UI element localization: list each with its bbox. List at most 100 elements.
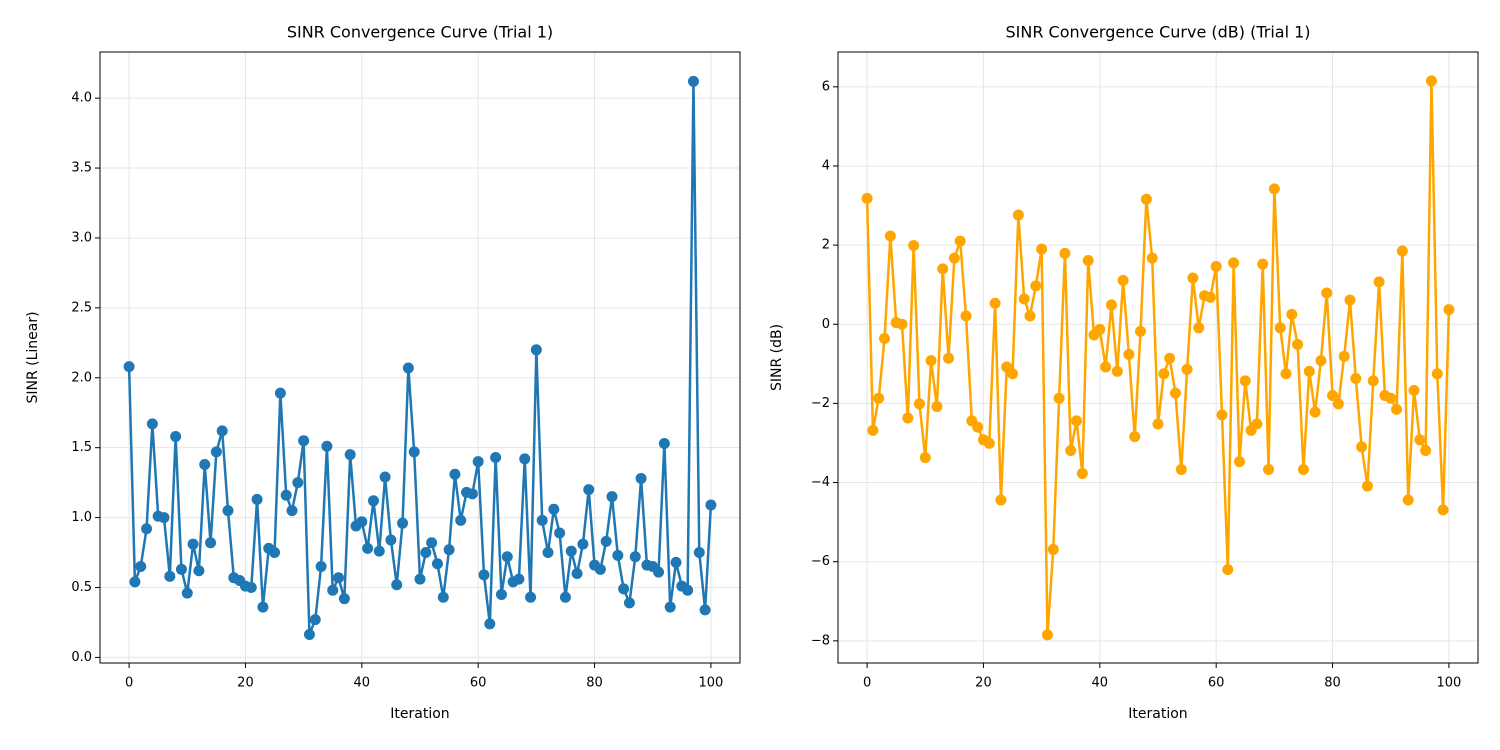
y-tick-label: 2.5 <box>71 300 92 315</box>
data-point <box>1152 418 1164 430</box>
data-point <box>879 333 891 345</box>
data-point <box>466 488 478 500</box>
data-point <box>1268 183 1280 195</box>
data-point <box>1146 252 1158 264</box>
data-point <box>1321 287 1333 299</box>
data-point <box>577 538 589 550</box>
data-point <box>1175 463 1187 475</box>
data-point <box>919 452 931 464</box>
data-point <box>1437 504 1449 516</box>
data-point <box>286 505 298 517</box>
data-point <box>1303 365 1315 377</box>
x-tick-label: 0 <box>125 676 133 691</box>
data-point <box>344 449 356 461</box>
data-point <box>629 551 641 563</box>
data-point <box>1082 255 1094 267</box>
data-point <box>693 547 705 559</box>
data-point <box>995 494 1007 506</box>
data-point <box>181 587 193 599</box>
data-point <box>948 252 960 264</box>
data-point <box>559 591 571 603</box>
y-tick-label: 0.0 <box>71 650 92 665</box>
data-point <box>1123 348 1135 360</box>
data-point <box>699 604 711 616</box>
data-point <box>525 591 537 603</box>
data-point <box>960 310 972 322</box>
axes-frame <box>99 51 741 664</box>
data-point <box>367 495 379 507</box>
data-point <box>1431 368 1443 380</box>
data-point <box>495 588 507 600</box>
data-point <box>210 446 222 458</box>
data-point <box>1361 480 1373 492</box>
data-point <box>414 573 426 585</box>
data-point <box>298 435 310 447</box>
data-point <box>925 355 937 367</box>
data-point <box>501 551 513 563</box>
data-point <box>490 451 502 463</box>
data-point <box>1263 463 1275 475</box>
data-point <box>1327 389 1339 401</box>
data-point <box>373 545 385 557</box>
data-point <box>571 568 583 580</box>
data-point <box>1396 245 1408 257</box>
y-tick-label: 2 <box>822 238 830 253</box>
y-tick-label: 6 <box>822 79 830 94</box>
data-point <box>199 458 211 470</box>
data-point <box>635 472 647 484</box>
data-point <box>1280 368 1292 380</box>
data-point <box>362 542 374 554</box>
data-point <box>861 192 873 204</box>
data-point <box>1169 387 1181 399</box>
data-point <box>983 437 995 449</box>
data-point <box>908 240 920 252</box>
data-point <box>280 489 292 501</box>
data-point <box>954 235 966 247</box>
data-point <box>472 456 484 468</box>
data-point <box>129 576 141 588</box>
data-point <box>658 437 670 449</box>
y-tick-label: 3.0 <box>71 230 92 245</box>
data-point <box>292 477 304 489</box>
data-point <box>402 362 414 374</box>
data-point <box>670 556 682 568</box>
data-point <box>1385 392 1397 404</box>
data-point <box>338 593 350 605</box>
data-point <box>583 484 595 496</box>
data-point <box>1443 304 1455 316</box>
data-point <box>612 549 624 561</box>
data-point <box>1344 294 1356 306</box>
data-point <box>972 421 984 433</box>
data-point <box>1350 372 1362 384</box>
subplot: 0 20 40 60 80 100 −8 −6 −4 −2 0 2 4 6 SINR Convergence… <box>769 23 1479 722</box>
data-point <box>1210 260 1222 272</box>
data-point <box>1216 409 1228 421</box>
data-point <box>1094 323 1106 335</box>
data-point <box>884 230 896 242</box>
data-point <box>1030 280 1042 292</box>
y-tick-label: −4 <box>811 475 830 490</box>
data-point <box>175 563 187 575</box>
data-point <box>1420 444 1432 456</box>
data-point <box>937 263 949 275</box>
data-point <box>1071 415 1083 427</box>
y-tick-label: 3.5 <box>71 161 92 176</box>
data-point <box>1036 243 1048 255</box>
data-point <box>1065 444 1077 456</box>
x-tick-label: 80 <box>1324 676 1341 691</box>
data-point <box>1117 274 1129 286</box>
data-point <box>164 570 176 582</box>
data-point <box>1286 308 1298 320</box>
data-point <box>193 565 205 577</box>
data-point <box>623 597 635 609</box>
y-tick-label: 0.5 <box>71 580 92 595</box>
y-tick-label: 1.0 <box>71 510 92 525</box>
data-point <box>536 514 548 526</box>
data-point <box>379 471 391 483</box>
data-point <box>1309 406 1321 418</box>
data-point <box>1222 564 1234 576</box>
data-point <box>1129 431 1141 443</box>
data-point <box>216 425 228 437</box>
data-point <box>1228 257 1240 269</box>
data-point <box>333 572 345 584</box>
